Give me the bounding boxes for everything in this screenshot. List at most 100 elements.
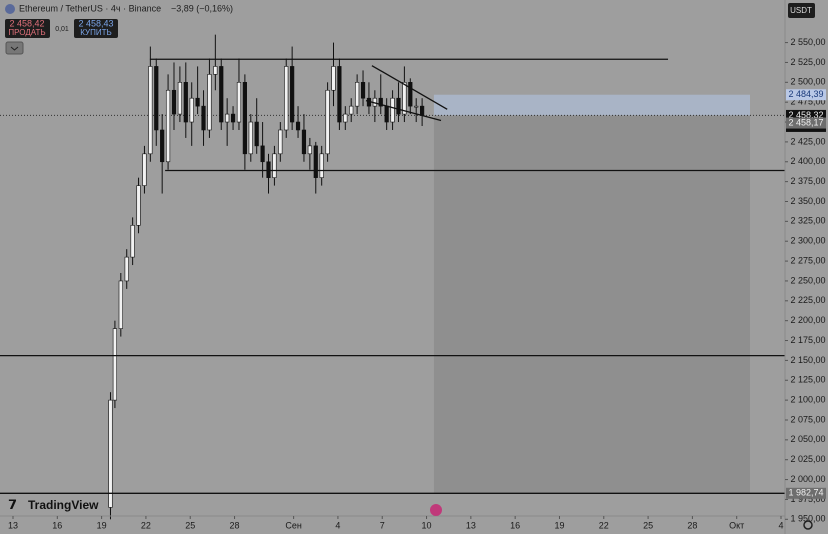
- candle-body: [148, 66, 153, 155]
- candle-body: [118, 280, 123, 329]
- drawing-line: [365, 99, 442, 122]
- candle-body: [207, 74, 212, 131]
- candle-body: [142, 153, 147, 186]
- y-tick-label: 2 250,00: [790, 275, 825, 285]
- settings-icon[interactable]: [803, 520, 813, 530]
- currency-button[interactable]: [788, 3, 815, 18]
- candle-body: [402, 82, 407, 115]
- y-tick-label: 2 475,00: [790, 97, 825, 107]
- x-tick-label: Сен: [285, 520, 302, 530]
- drawing-line: [371, 65, 448, 110]
- sell-price: 2 458,42: [9, 18, 44, 28]
- y-tick-label: 2 225,00: [790, 295, 825, 305]
- candle-body: [331, 66, 336, 91]
- candle-body: [325, 89, 330, 155]
- y-tick-label: 2 075,00: [790, 414, 825, 424]
- event-icon[interactable]: [430, 504, 442, 516]
- price-label-box: [786, 487, 826, 499]
- buy-label: КУПИТЬ: [80, 28, 111, 37]
- x-tick-label: Окт: [729, 520, 744, 530]
- spread: 0,01: [55, 26, 69, 33]
- y-tick-label: 2 550,00: [790, 37, 825, 47]
- candle-body: [337, 66, 342, 123]
- candle-body: [160, 129, 165, 163]
- sell-label: ПРОДАТЬ: [8, 28, 45, 37]
- y-tick-label: 2 150,00: [790, 355, 825, 365]
- candle-body: [378, 97, 383, 107]
- x-tick-label: 28: [230, 520, 240, 530]
- buy-button[interactable]: [74, 19, 118, 38]
- x-tick-label: 4: [779, 520, 784, 530]
- price-label-box: [786, 117, 826, 129]
- candle-body: [213, 66, 218, 75]
- y-tick-label: 1 950,00: [790, 514, 825, 524]
- x-tick-label: 28: [687, 520, 697, 530]
- candle-body: [272, 153, 277, 178]
- candle-body: [355, 82, 360, 107]
- candle-body: [390, 97, 395, 123]
- y-tick-label: 2 025,00: [790, 454, 825, 464]
- x-tick-label: 19: [554, 520, 564, 530]
- candle-body: [260, 145, 265, 163]
- y-tick-label: 2 500,00: [790, 77, 825, 87]
- y-tick-label: 2 400,00: [790, 156, 825, 166]
- candle-body: [254, 121, 259, 147]
- change: −3,89 (−0,16%): [171, 3, 233, 13]
- y-tick-label: 2 275,00: [790, 255, 825, 265]
- x-tick-label: 4: [335, 520, 340, 530]
- y-tick-label: 2 175,00: [790, 335, 825, 345]
- candle-body: [124, 256, 129, 282]
- candle-body: [349, 105, 354, 115]
- price-label: 1 982,74: [788, 488, 823, 498]
- collapse-button[interactable]: [5, 41, 24, 55]
- price-label: 2 458,32: [788, 110, 823, 120]
- candle-body: [360, 82, 366, 99]
- candle-body: [236, 82, 242, 123]
- sell-button[interactable]: [5, 19, 50, 38]
- candle-body: [225, 113, 230, 123]
- candle-body: [284, 66, 289, 131]
- candle-body: [420, 105, 425, 116]
- y-tick-label: 2 200,00: [790, 315, 825, 325]
- y-tick-label: 2 325,00: [790, 216, 825, 226]
- y-tick-label: 1 975,00: [790, 494, 825, 504]
- price-label: 2 458,17: [788, 117, 823, 127]
- candle-body: [130, 225, 135, 258]
- candle-body: [136, 185, 141, 226]
- candle-body: [171, 89, 177, 115]
- candle-body: [201, 105, 206, 131]
- y-tick-label: 2 100,00: [790, 394, 825, 404]
- candle-body: [343, 113, 348, 123]
- x-tick-label: 16: [510, 520, 520, 530]
- candle-body: [295, 121, 301, 131]
- x-tick-label: 13: [8, 520, 18, 530]
- x-tick-label: 25: [643, 520, 653, 530]
- candle-body: [177, 82, 182, 115]
- candle-body: [266, 161, 271, 178]
- candle-body: [189, 97, 194, 123]
- candle-body: [195, 97, 200, 107]
- candle-body: [242, 82, 247, 155]
- candle-body: [108, 399, 113, 508]
- candle-body: [230, 113, 236, 123]
- x-tick-label: 13: [466, 520, 476, 530]
- x-tick-label: 19: [97, 520, 107, 530]
- position-stop: [433, 115, 750, 494]
- y-tick-label: 2 000,00: [790, 474, 825, 484]
- x-tick-label: 10: [422, 520, 432, 530]
- candle-body: [384, 105, 389, 123]
- y-tick-label: 2 050,00: [790, 434, 825, 444]
- x-tick-label: 7: [380, 520, 385, 530]
- candle-body: [396, 97, 401, 115]
- candle-body: [313, 145, 318, 178]
- logo-text: TradingView: [28, 498, 99, 512]
- candle-body: [112, 328, 118, 401]
- price-label-box: [786, 89, 826, 101]
- y-tick-label: 2 300,00: [790, 236, 825, 246]
- chevron: [10, 46, 19, 51]
- candle-body: [154, 66, 159, 131]
- x-tick-label: 25: [185, 520, 195, 530]
- position-target: [433, 94, 750, 116]
- candle-body: [248, 121, 253, 155]
